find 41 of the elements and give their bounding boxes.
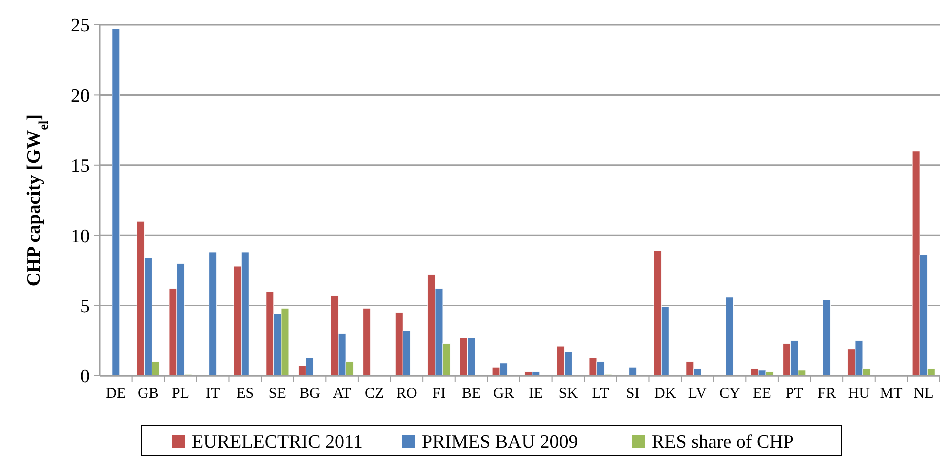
x-tick-label: IE	[529, 386, 544, 402]
x-tick-label: HU	[848, 386, 870, 402]
legend-label: PRIMES BAU 2009	[422, 432, 578, 453]
x-tick-label: LT	[592, 386, 610, 402]
x-tick-label: PL	[172, 386, 190, 402]
x-tick-label: RO	[396, 386, 418, 402]
x-tick-label: SE	[268, 386, 286, 402]
x-tick-label: LV	[688, 386, 708, 402]
y-tick-label: 10	[71, 226, 90, 248]
x-tick-label: IT	[206, 386, 220, 402]
x-tick-label: FI	[432, 386, 446, 402]
x-tick-label: FR	[818, 386, 836, 402]
x-tick-label: BG	[300, 386, 321, 402]
bar	[363, 308, 372, 376]
x-tick-label: SK	[558, 386, 578, 402]
x-tick-label: DE	[106, 386, 126, 402]
x-tick-label: ES	[236, 386, 254, 402]
x-tick-label: CZ	[365, 386, 384, 402]
x-tick-label: DK	[654, 386, 676, 402]
x-tick-label: BE	[462, 386, 482, 402]
y-tick-label: 20	[71, 86, 90, 107]
bar	[822, 300, 831, 376]
x-tick-label: GR	[493, 386, 514, 402]
x-tick-label: MT	[880, 386, 903, 402]
legend-label: RES share of CHP	[652, 432, 794, 453]
x-tick-label: PT	[786, 386, 804, 402]
x-tick-label: GB	[138, 386, 159, 402]
bar	[629, 367, 638, 376]
bar	[726, 297, 734, 376]
x-tick-label: CY	[720, 386, 741, 402]
x-tick-label: SI	[626, 386, 640, 402]
y-tick-label: 0	[80, 366, 90, 388]
bar	[209, 252, 218, 376]
x-tick-label: NL	[914, 386, 934, 402]
x-tick-label: AT	[333, 386, 352, 402]
y-tick-label: 25	[71, 16, 90, 37]
y-tick-label: 15	[71, 156, 90, 178]
legend-label: EURELECTRIC 2011	[192, 432, 363, 453]
x-tick-label: EE	[753, 386, 772, 402]
y-tick-label: 5	[80, 296, 90, 318]
bar	[112, 28, 120, 376]
